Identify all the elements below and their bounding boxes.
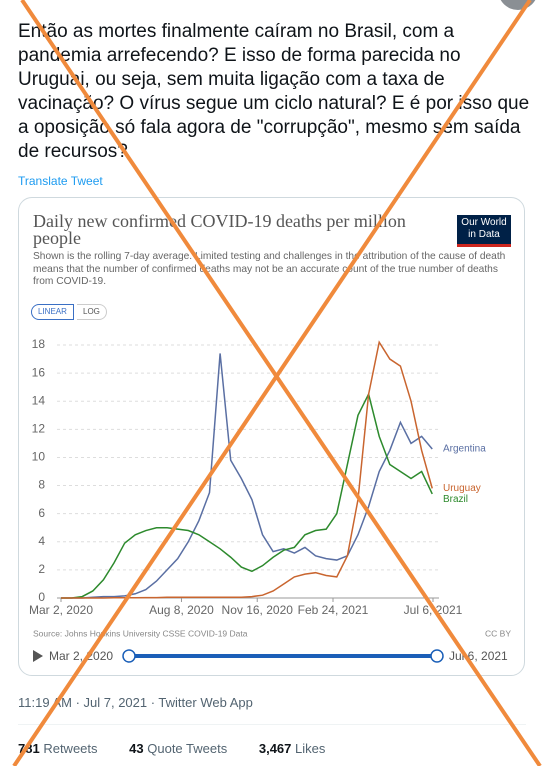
chart-card[interactable]: 0 2 4 6 8 10 12 14 16 18 Mar 2, 2020 Aug 8, 2020 Nov… [18, 197, 525, 676]
y-tick-label: 6 [38, 506, 45, 520]
avatar [500, 0, 536, 10]
scale-button[interactable]: LOG [77, 304, 107, 320]
logo: Our World in Data [457, 215, 511, 247]
separator [18, 724, 526, 725]
stat-count: 781 [18, 741, 40, 756]
x-tick-label: Aug 8, 2020 [149, 603, 214, 617]
y-tick-label: 8 [38, 478, 45, 492]
y-tick-label: 16 [32, 365, 46, 379]
chart-title: Daily new confirmed COVID-19 deaths per … [33, 211, 406, 248]
y-tick-label: 10 [32, 450, 46, 464]
series-line [61, 392, 433, 599]
play-button [33, 650, 43, 662]
stat-label: Quote Tweets [147, 741, 228, 756]
logo-line: Our World [461, 217, 507, 228]
x-tick-label: Feb 24, 2021 [298, 603, 369, 617]
series-label: Brazil [443, 494, 468, 505]
x-tick-label: Jul 6, 2021 [404, 603, 463, 617]
logo-line: in Data [468, 229, 500, 240]
y-tick-label: 18 [32, 337, 46, 351]
chart-subtitle: Shown is the rolling 7-day average. Limi… [33, 251, 506, 287]
source: Source: Johns Hopkins University CSSE CO… [33, 628, 248, 638]
series-label: Uruguay [443, 483, 481, 494]
x-tick-label: Mar 2, 2020 [29, 603, 93, 617]
y-tick-label: 2 [38, 562, 45, 576]
y-tick-label: 4 [38, 534, 45, 548]
timestamp: 11:19 AM · Jul 7, 2021 · Twitter Web App [18, 695, 253, 710]
translate-link[interactable]: Translate Tweet [18, 174, 103, 188]
tweet-text: Então as mortes finalmente caíram no Bra… [18, 21, 530, 162]
y-tick-label: 14 [32, 393, 46, 407]
stat[interactable]: 781 Retweets [18, 741, 112, 756]
timeline-end: Jul 6, 2021 [449, 649, 508, 663]
stat-label: Likes [295, 741, 326, 756]
y-tick-label: 12 [32, 422, 46, 436]
x-tick-label: Nov 16, 2020 [222, 603, 294, 617]
series-line [61, 353, 433, 599]
stats: 781 Retweets 43 Quote Tweets 3,467 Likes [18, 741, 353, 756]
scale-button[interactable]: LINEAR [31, 304, 74, 320]
timeline-handle [122, 649, 136, 663]
stat-label: Retweets [43, 741, 98, 756]
stat-count: 43 [129, 741, 144, 756]
timeline-start: Mar 2, 2020 [49, 649, 113, 663]
stat-count: 3,467 [258, 741, 292, 756]
stat[interactable]: 43 Quote Tweets [129, 741, 241, 756]
stat[interactable]: 3,467 Likes [259, 741, 340, 756]
timeline-handle [430, 649, 444, 663]
license: CC BY [485, 628, 511, 638]
series-line [61, 340, 433, 599]
series-label: Argentina [443, 444, 486, 455]
y-tick-label: 0 [38, 590, 45, 604]
